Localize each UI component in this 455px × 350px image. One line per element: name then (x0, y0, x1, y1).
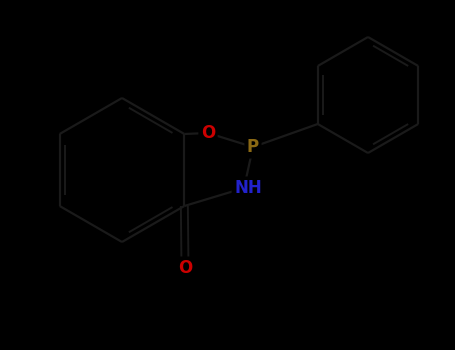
Text: O: O (178, 259, 192, 277)
Text: NH: NH (234, 179, 262, 197)
Text: P: P (247, 138, 259, 156)
Text: O: O (201, 124, 215, 142)
